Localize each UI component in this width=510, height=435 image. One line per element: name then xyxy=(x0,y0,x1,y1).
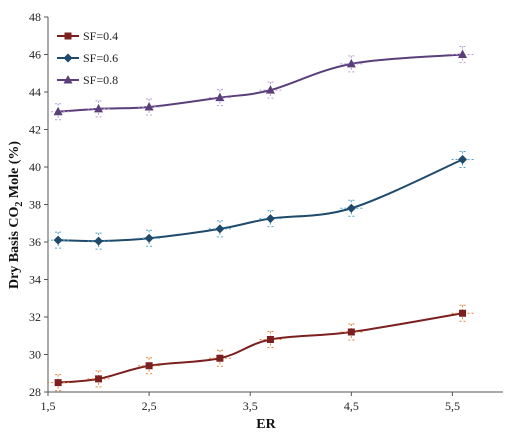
data-point xyxy=(145,362,153,370)
y-tick-label: 32 xyxy=(29,310,41,324)
series-line xyxy=(58,312,463,384)
data-point xyxy=(266,336,274,343)
x-tick-label: 1,5 xyxy=(41,399,56,413)
data-point xyxy=(458,49,468,58)
data-point xyxy=(346,203,356,213)
data-point xyxy=(346,58,356,68)
y-axis-title-subscript: 2 xyxy=(14,202,25,207)
y-tick-label: 34 xyxy=(29,273,41,287)
y-tick-label: 28 xyxy=(29,385,41,399)
data-point xyxy=(215,92,225,102)
data-point xyxy=(265,85,275,94)
x-tick-label: 5,5 xyxy=(445,399,460,413)
data-point xyxy=(95,375,103,383)
legend-label: SF=0.6 xyxy=(83,51,118,65)
legend: SF=0.4 SF=0.6 SF=0.8 xyxy=(57,29,118,87)
series-3 xyxy=(47,46,474,121)
y-axis-title-part-2: Mole (%) xyxy=(7,141,22,202)
y-tick-label: 46 xyxy=(29,48,41,62)
x-axis-ticks: 1,5 2,5 3,5 4,5 5,5 xyxy=(41,392,460,413)
y-tick-label: 38 xyxy=(29,198,41,212)
data-point xyxy=(265,214,275,224)
data-point xyxy=(144,102,154,111)
legend-label: SF=0.4 xyxy=(83,29,118,43)
y-tick-label: 44 xyxy=(29,85,41,99)
chart-series xyxy=(47,46,474,392)
x-tick-label: 3,5 xyxy=(243,399,258,413)
series-line xyxy=(58,158,463,243)
x-tick-label: 2,5 xyxy=(142,399,157,413)
legend-label: SF=0.8 xyxy=(83,73,118,87)
legend-marker xyxy=(63,53,73,63)
data-point xyxy=(216,354,224,362)
legend-marker xyxy=(63,75,73,84)
y-axis-title-part-1: Dry Basis CO xyxy=(7,206,22,289)
x-axis-title: ER xyxy=(256,417,276,432)
legend-marker xyxy=(64,32,72,40)
series-1 xyxy=(47,304,474,392)
series-line xyxy=(58,53,463,113)
data-point xyxy=(215,224,225,234)
data-point xyxy=(347,328,355,336)
y-tick-label: 40 xyxy=(29,160,41,174)
data-point xyxy=(458,155,468,164)
data-point xyxy=(459,309,467,317)
y-tick-label: 48 xyxy=(29,10,41,24)
series-2 xyxy=(47,151,474,250)
x-tick-label: 4,5 xyxy=(344,399,359,413)
data-point xyxy=(144,233,154,243)
y-tick-label: 42 xyxy=(29,123,41,137)
y-axis-ticks: 28 30 32 34 36 38 40 42 44 46 48 xyxy=(29,10,48,399)
data-point xyxy=(54,379,62,387)
data-point xyxy=(53,235,63,245)
y-tick-label: 30 xyxy=(29,348,41,362)
y-axis-title: Dry Basis CO2 Mole (%) xyxy=(7,141,25,289)
data-point xyxy=(94,236,104,246)
data-point xyxy=(53,106,63,116)
data-point xyxy=(94,103,104,113)
y-tick-label: 36 xyxy=(29,235,41,249)
